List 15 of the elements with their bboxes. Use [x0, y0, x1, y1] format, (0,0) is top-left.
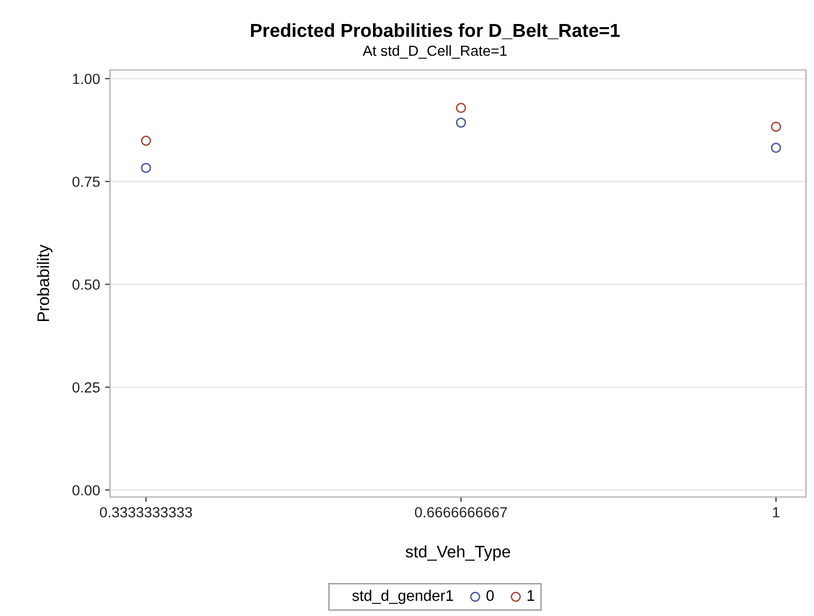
- x-tick-label: 0.3333333333: [100, 507, 192, 518]
- legend-label: 0: [486, 590, 494, 601]
- y-tick-label: 0.75: [72, 176, 100, 187]
- y-axis-title: Probability: [36, 244, 52, 322]
- y-tick-label: 0.50: [72, 279, 100, 290]
- chart-subtitle: At std_D_Cell_Rate=1: [362, 45, 507, 59]
- y-tick-label: 1.00: [73, 74, 100, 84]
- x-tick-label: 0.6666666667: [414, 507, 507, 518]
- y-tick-label: 0.00: [72, 485, 100, 496]
- legend-title: std_d_gender1: [352, 590, 454, 604]
- x-tick-label: 1: [773, 507, 780, 518]
- legend-label: 1: [528, 590, 534, 601]
- y-tick-label: 0.25: [72, 382, 100, 393]
- chart-title: Predicted Probabilities for D_Belt_Rate=1: [251, 23, 620, 40]
- x-axis-title: std_Veh_Type: [406, 545, 510, 561]
